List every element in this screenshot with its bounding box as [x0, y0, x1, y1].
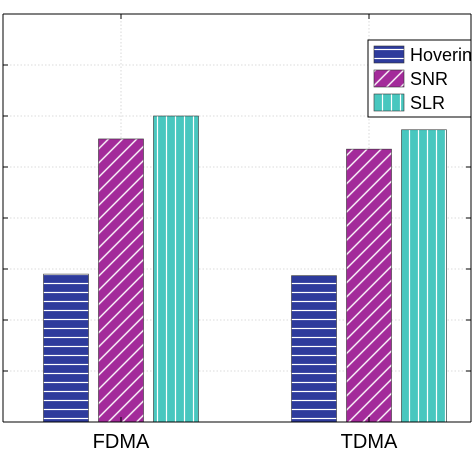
bar-hoverin-fdma: [43, 273, 89, 423]
x-tick-labels: FDMA TDMA: [93, 431, 398, 453]
bar-snr-tdma: [346, 148, 392, 423]
bar-slr-fdma: [153, 115, 199, 423]
legend-label-slr: SLR: [410, 93, 445, 113]
legend-label-hoverin: Hoverin: [410, 45, 472, 65]
legend: Hoverin SNR SLR: [367, 39, 472, 118]
x-tick-label: FDMA: [93, 431, 150, 453]
x-tick-label: TDMA: [341, 431, 398, 453]
legend-swatch-slr: [373, 93, 405, 112]
axes-frame: [2, 13, 472, 423]
bars-group: [43, 115, 447, 423]
bar-slr-tdma: [401, 129, 447, 423]
bar-snr-fdma: [98, 138, 144, 423]
legend-label-snr: SNR: [410, 69, 448, 89]
bar-hoverin-tdma: [291, 275, 337, 423]
legend-swatch-hoverin: [373, 45, 405, 64]
legend-swatch-snr: [373, 69, 405, 88]
